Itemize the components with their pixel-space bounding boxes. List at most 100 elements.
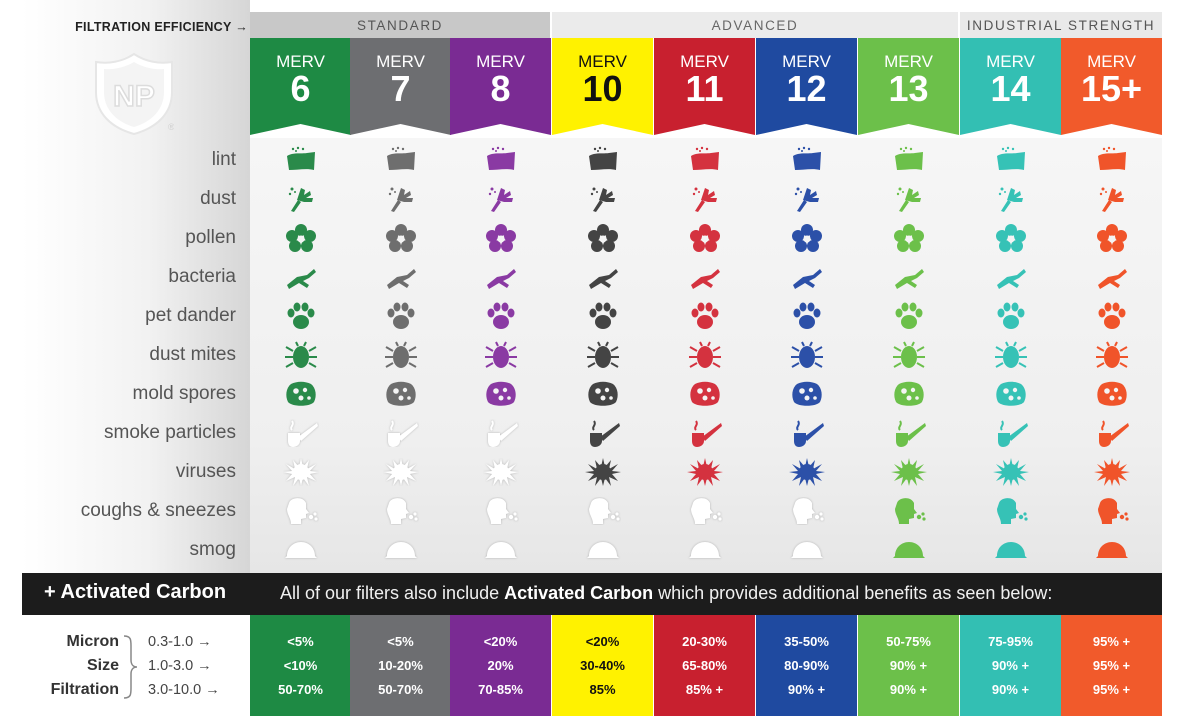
mold-spores-icon (996, 381, 1026, 406)
pollen-icon (486, 224, 516, 252)
merv-7-efficiency (350, 615, 451, 716)
merv-rating: 10 (582, 68, 623, 109)
efficiency-value: 90% + (889, 682, 928, 697)
pet-dander-icon (487, 302, 515, 329)
efficiency-value: 95% + (1092, 658, 1131, 673)
merv-rating: 13 (888, 68, 929, 109)
pollen-icon (1097, 224, 1127, 252)
dust-mites-icon (893, 341, 925, 368)
merv-12-header: MERV 12 (756, 38, 857, 135)
row-label-bacteria: bacteria (168, 266, 236, 287)
efficiency-value: <5% (387, 634, 414, 649)
dust-icon (692, 187, 717, 212)
micron-label: Micron (66, 633, 119, 650)
lint-icon (895, 146, 923, 170)
pet-dander-icon (1098, 302, 1126, 329)
pollen-icon (996, 224, 1026, 252)
dust-icon (896, 187, 921, 212)
bacteria-icon (793, 269, 822, 289)
viruses-icon (789, 458, 825, 486)
smog-icon (1096, 542, 1128, 558)
merv-word: MERV (578, 52, 627, 71)
bacteria-icon (287, 269, 316, 289)
merv-14-efficiency (960, 615, 1061, 716)
merv-15-plus-efficiency (1061, 615, 1162, 716)
efficiency-value: 65-80% (682, 658, 727, 673)
efficiency-value: 95% + (1092, 682, 1131, 697)
merv-rating: 14 (990, 68, 1031, 109)
efficiency-value: 75-95% (988, 634, 1033, 649)
dust-icon (590, 187, 615, 212)
activated-carbon-description: All of our filters also include Activate… (280, 583, 1053, 603)
dust-icon (488, 187, 513, 212)
size-label: Size (86, 657, 119, 674)
mold-spores-icon (286, 381, 316, 406)
row-label-lint: lint (211, 149, 236, 170)
efficiency-value: 90% + (991, 658, 1030, 673)
bacteria-icon (589, 269, 618, 289)
merv-11-efficiency (654, 615, 755, 716)
dust-mites-icon (1096, 341, 1128, 368)
pet-dander-icon (589, 302, 617, 329)
merv-8-efficiency (450, 615, 551, 716)
row-label-viruses: viruses (175, 461, 236, 482)
mold-spores-icon (690, 381, 720, 406)
lint-icon (387, 146, 415, 170)
merv-word: MERV (680, 52, 729, 71)
bacteria-icon (997, 269, 1026, 289)
efficiency-value: 90% + (889, 658, 928, 673)
mold-spores-icon (486, 381, 516, 406)
mold-spores-icon (894, 381, 924, 406)
merv-rating: 6 (290, 68, 311, 109)
row-label-coughs-sneezes: coughs & sneezes (80, 500, 236, 521)
smoke-particles-icon (288, 420, 318, 447)
dust-icon (998, 187, 1023, 212)
merv-14-header: MERV 14 (960, 38, 1061, 135)
merv-rating: 15+ (1080, 68, 1143, 109)
lint-icon (487, 146, 515, 170)
merv-15-plus-header: MERV 15+ (1061, 38, 1162, 135)
merv-word: MERV (986, 52, 1035, 71)
efficiency-value: 10-20% (378, 658, 423, 673)
bacteria-icon (487, 269, 516, 289)
pollen-icon (588, 224, 618, 252)
tier-industrial-strength: INDUSTRIAL STRENGTH (960, 12, 1162, 38)
dust-icon (388, 187, 413, 212)
smog-icon (689, 542, 721, 558)
lint-icon (691, 146, 719, 170)
pollen-icon (690, 224, 720, 252)
merv-rating: 11 (685, 68, 724, 109)
merv-12-efficiency (756, 615, 857, 716)
lint-icon (997, 146, 1025, 170)
dust-mites-icon (689, 341, 721, 368)
smoke-particles-icon (794, 420, 824, 447)
coughs-sneezes-icon (487, 498, 518, 524)
bacteria-icon (895, 269, 924, 289)
bacteria-icon (1098, 269, 1127, 289)
efficiency-value: 90% + (787, 682, 826, 697)
viruses-icon (1094, 458, 1130, 486)
mold-spores-icon (588, 381, 618, 406)
row-label-pet-dander: pet dander (145, 305, 236, 326)
mold-spores-icon (1097, 381, 1127, 406)
merv-word: MERV (884, 52, 933, 71)
row-label-dust: dust (200, 188, 236, 209)
lint-icon (793, 146, 821, 170)
pollen-icon (386, 224, 416, 252)
merv-8-header: MERV 8 (450, 38, 551, 135)
efficiency-value: <20% (585, 634, 620, 649)
merv-6-header: MERV 6 (250, 38, 351, 135)
activated-carbon-bar (22, 573, 1162, 615)
viruses-icon (283, 458, 319, 486)
viruses-icon (383, 458, 419, 486)
merv-rating: 8 (490, 68, 511, 109)
smoke-particles-icon (590, 420, 620, 447)
lint-icon (287, 146, 315, 170)
row-label-mold-spores: mold spores (132, 383, 237, 404)
efficiency-value: <5% (287, 634, 314, 649)
efficiency-value: 35-50% (784, 634, 829, 649)
coughs-sneezes-icon (589, 498, 620, 524)
pollen-icon (792, 224, 822, 252)
smoke-particles-icon (388, 420, 418, 447)
mold-spores-icon (792, 381, 822, 406)
